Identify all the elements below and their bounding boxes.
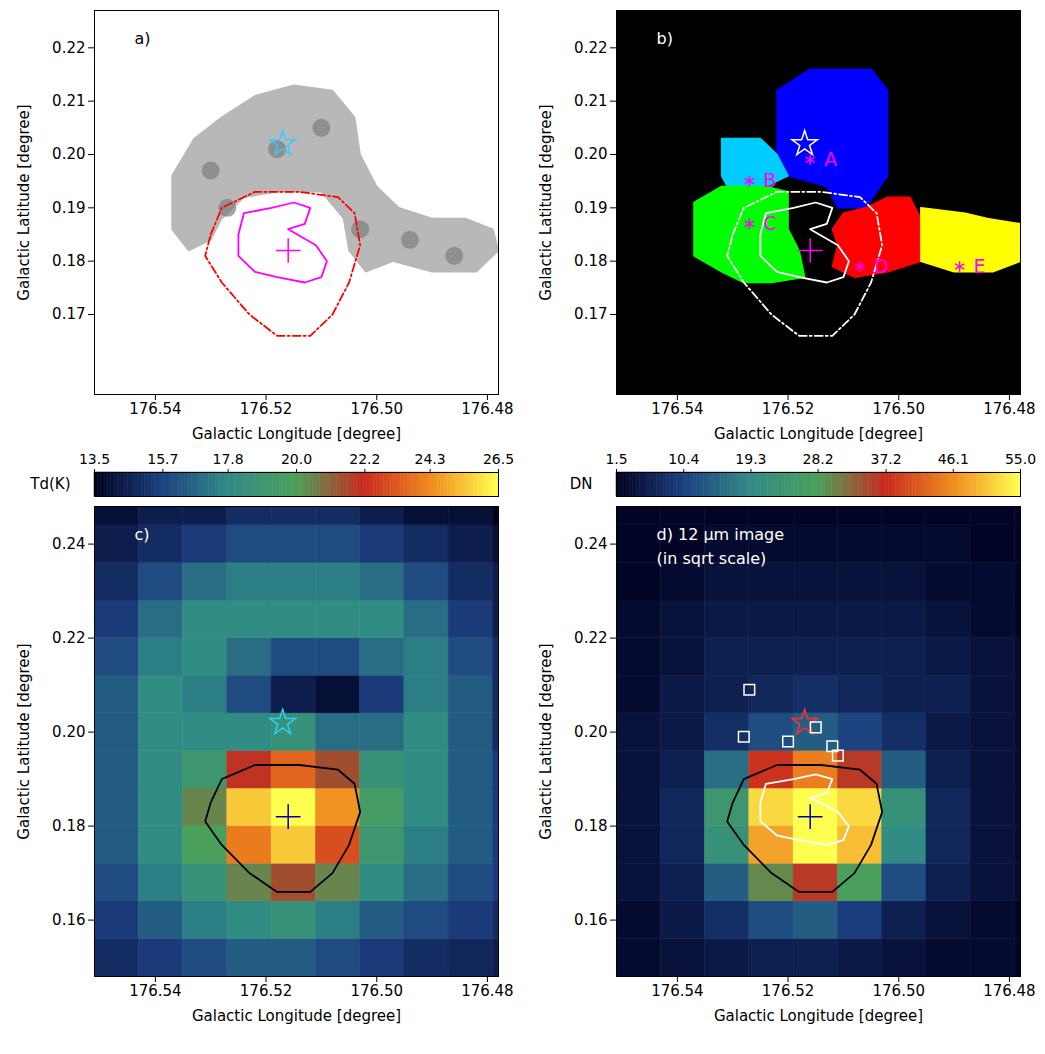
svg-text:Td(K): Td(K) <box>29 475 70 493</box>
svg-text:DN: DN <box>570 475 593 493</box>
svg-text:d) 12 μm image: d) 12 μm image <box>657 525 785 544</box>
svg-text:0.24: 0.24 <box>574 535 607 553</box>
svg-text:15.7: 15.7 <box>147 451 178 467</box>
svg-text:0.21: 0.21 <box>52 92 85 110</box>
svg-text:0.18: 0.18 <box>574 252 607 270</box>
svg-text:A: A <box>824 148 837 170</box>
svg-text:13.5: 13.5 <box>79 451 110 467</box>
svg-text:b): b) <box>657 29 673 48</box>
svg-text:0.20: 0.20 <box>52 145 85 163</box>
svg-text:0.22: 0.22 <box>574 629 607 647</box>
svg-text:28.2: 28.2 <box>803 451 834 467</box>
svg-text:0.21: 0.21 <box>574 92 607 110</box>
svg-text:176.52: 176.52 <box>240 982 293 1000</box>
svg-text:1.5: 1.5 <box>605 451 627 467</box>
svg-text:176.48: 176.48 <box>461 400 514 418</box>
svg-text:26.5: 26.5 <box>483 451 514 467</box>
svg-text:Galactic Longitude [degree]: Galactic Longitude [degree] <box>192 425 401 443</box>
svg-text:0.22: 0.22 <box>52 39 85 57</box>
svg-text:Galactic Latitude [degree]: Galactic Latitude [degree] <box>537 104 555 300</box>
svg-text:0.17: 0.17 <box>574 305 607 323</box>
svg-text:0.16: 0.16 <box>52 911 85 929</box>
svg-text:Galactic Latitude [degree]: Galactic Latitude [degree] <box>15 104 33 300</box>
svg-text:Galactic Longitude [degree]: Galactic Longitude [degree] <box>714 1007 923 1025</box>
svg-text:0.17: 0.17 <box>52 305 85 323</box>
svg-text:0.16: 0.16 <box>574 911 607 929</box>
svg-text:20.0: 20.0 <box>281 451 312 467</box>
svg-text:Galactic Latitude [degree]: Galactic Latitude [degree] <box>15 643 33 839</box>
svg-text:0.20: 0.20 <box>52 723 85 741</box>
svg-text:176.50: 176.50 <box>350 982 403 1000</box>
svg-text:24.3: 24.3 <box>415 451 446 467</box>
svg-text:D: D <box>874 255 889 277</box>
svg-text:0.19: 0.19 <box>574 199 607 217</box>
svg-text:176.54: 176.54 <box>129 982 182 1000</box>
svg-text:a): a) <box>135 29 151 48</box>
svg-text:(in sqrt scale): (in sqrt scale) <box>657 549 767 568</box>
svg-text:176.50: 176.50 <box>872 982 925 1000</box>
svg-text:B: B <box>763 169 776 191</box>
svg-text:C: C <box>763 212 776 234</box>
svg-text:19.3: 19.3 <box>735 451 766 467</box>
svg-text:0.20: 0.20 <box>574 723 607 741</box>
svg-text:Galactic Latitude [degree]: Galactic Latitude [degree] <box>537 643 555 839</box>
svg-text:0.18: 0.18 <box>574 817 607 835</box>
svg-text:176.52: 176.52 <box>240 400 293 418</box>
svg-text:176.52: 176.52 <box>762 982 815 1000</box>
svg-text:0.20: 0.20 <box>574 145 607 163</box>
svg-text:E: E <box>974 255 986 277</box>
svg-text:176.54: 176.54 <box>651 400 704 418</box>
svg-text:176.52: 176.52 <box>762 400 815 418</box>
svg-text:37.2: 37.2 <box>870 451 901 467</box>
svg-text:Galactic Longitude [degree]: Galactic Longitude [degree] <box>192 1007 401 1025</box>
svg-text:176.50: 176.50 <box>872 400 925 418</box>
svg-text:55.0: 55.0 <box>1005 451 1036 467</box>
svg-text:0.18: 0.18 <box>52 252 85 270</box>
svg-text:176.48: 176.48 <box>983 400 1036 418</box>
svg-text:17.8: 17.8 <box>213 451 244 467</box>
svg-text:176.54: 176.54 <box>651 982 704 1000</box>
svg-text:c): c) <box>135 525 150 544</box>
svg-text:0.19: 0.19 <box>52 199 85 217</box>
svg-text:10.4: 10.4 <box>668 451 699 467</box>
svg-text:176.48: 176.48 <box>461 982 514 1000</box>
svg-text:22.2: 22.2 <box>349 451 380 467</box>
svg-text:0.22: 0.22 <box>52 629 85 647</box>
svg-text:46.1: 46.1 <box>938 451 969 467</box>
svg-text:176.50: 176.50 <box>350 400 403 418</box>
svg-text:0.24: 0.24 <box>52 535 85 553</box>
svg-text:176.54: 176.54 <box>129 400 182 418</box>
svg-text:0.18: 0.18 <box>52 817 85 835</box>
svg-text:176.48: 176.48 <box>983 982 1036 1000</box>
svg-text:Galactic Longitude [degree]: Galactic Longitude [degree] <box>714 425 923 443</box>
svg-text:0.22: 0.22 <box>574 39 607 57</box>
